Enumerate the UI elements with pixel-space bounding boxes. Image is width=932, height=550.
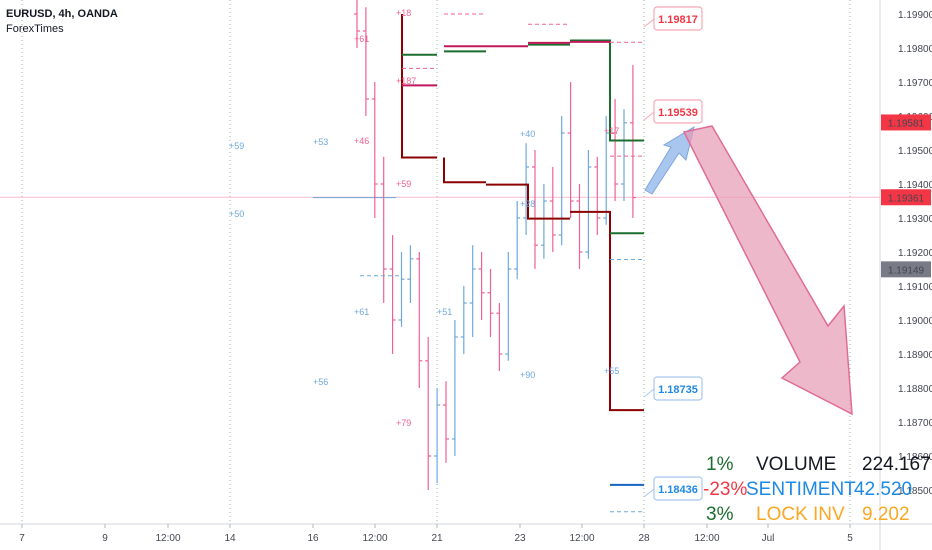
level-callout-box [653,476,703,501]
x-tick-label: 7 [19,533,25,544]
trade-annotation: +55 [604,366,619,376]
callout-pointer [643,111,655,121]
volume-pct: 1% [706,454,734,475]
x-tick-label: 12:00 [155,533,180,544]
x-tick-label: 28 [638,533,650,544]
level-callout-label: 1.19539 [658,107,698,119]
y-tick-label: 1.19500 [898,146,932,157]
y-tick-label: 1.18800 [898,384,932,395]
x-tick-label: 21 [431,533,443,544]
y-tick-label: 1.19100 [898,282,932,293]
x-tick-label: 12:00 [569,533,594,544]
stats-row-sentiment: -23% SENTIMENT 42.520 [703,477,931,502]
y-tick-label: 1.19000 [898,316,932,327]
symbol-title: EURUSD, 4h, OANDA [6,8,118,20]
x-tick-label: 23 [514,533,526,544]
volume-label: VOLUME [756,454,837,475]
price-badge [881,261,931,278]
dark-green-step [570,39,644,142]
trade-annotation: +56 [313,377,328,387]
lock-inv-value: 9.202 [862,504,910,525]
down-arrow-icon [682,125,853,416]
y-tick-label: 1.18700 [898,418,932,429]
y-tick-label: 1.19200 [898,248,932,259]
sentiment-pct: -23% [703,479,748,500]
level-callout-box [653,6,703,31]
trade-annotation: +28 [520,199,535,209]
stats-row-volume: 1% VOLUME 224.167 [706,452,931,477]
lock-inv-label: LOCK INV [756,504,845,525]
callout-pointer [643,18,655,28]
volume-value: 224.167 [862,454,931,475]
callout-pointer [643,488,655,498]
trade-annotation: +59 [396,179,411,189]
y-tick-label: 1.19300 [898,214,932,225]
trade-annotation: +61 [354,307,369,317]
price-badge-label: 1.19149 [888,265,925,276]
level-callout-label: 1.18735 [658,384,698,396]
trade-annotation: +59 [229,141,244,151]
price-badge [881,189,931,206]
trade-annotation: +50 [229,209,244,219]
trade-annotation: +90 [520,370,535,380]
level-callout-label: 1.18436 [658,484,698,496]
x-tick-label: 16 [307,533,319,544]
y-tick-label: 1.19900 [898,10,932,21]
stats-row-lock-inv: 3% LOCK INV 9.202 [706,502,931,527]
price-badge-label: 1.19581 [888,118,925,129]
price-badge [881,114,931,131]
y-tick-label: 1.18500 [898,486,932,497]
y-tick-label: 1.18600 [898,452,932,463]
x-tick-label: 14 [224,533,236,544]
trade-annotation: +51 [437,307,452,317]
level-callout-label: 1.19817 [658,14,698,26]
y-tick-label: 1.18900 [898,350,932,361]
trade-annotation: +40 [520,129,535,139]
dark-red-step [570,210,644,412]
x-tick-label: 12:00 [694,533,719,544]
y-tick-label: 1.19700 [898,78,932,89]
trade-annotation: +53 [313,137,328,147]
stats-table: 1% VOLUME 224.167 -23% SENTIMENT 42.520 … [703,452,931,527]
x-tick-label: 5 [847,533,853,544]
x-tick-label: 12:00 [362,533,387,544]
x-tick-label: Jul [762,533,775,544]
price-badge-label: 1.19361 [888,193,925,204]
sentiment-label: SENTIMENT [746,479,856,500]
y-tick-label: 1.19800 [898,44,932,55]
trade-annotation: +79 [396,418,411,428]
lock-inv-pct: 3% [706,504,734,525]
sentiment-value: 42.520 [854,479,913,500]
trade-annotation: +18 [396,8,411,18]
trade-annotation: +61 [354,34,369,44]
y-tick-label: 1.19400 [898,180,932,191]
dark-red-step [486,183,570,220]
x-tick-label: 9 [102,533,108,544]
dark-red-step [443,157,486,184]
trade-annotation: +46 [354,136,369,146]
callout-pointer [643,388,655,398]
source-label: ForexTimes [6,23,64,35]
dark-red-step [401,14,437,159]
trade-annotation: +187 [396,76,416,86]
level-callout-box [653,99,703,124]
level-callout-box [653,376,703,401]
trade-annotation: +17 [604,126,619,136]
